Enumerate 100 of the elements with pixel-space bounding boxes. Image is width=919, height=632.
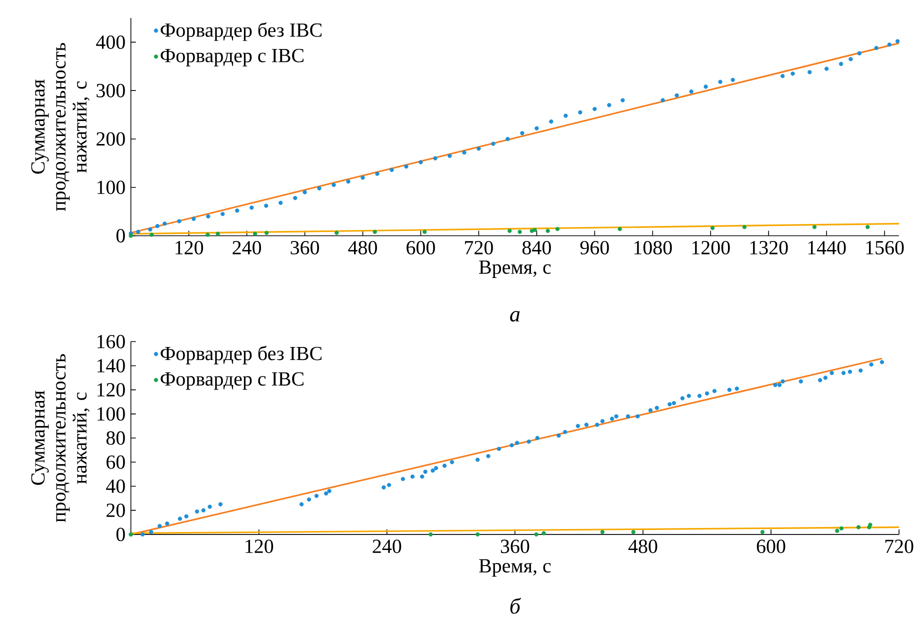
point	[250, 205, 254, 210]
point	[150, 232, 154, 237]
point	[555, 226, 560, 231]
y-tick-label: 0	[116, 228, 125, 242]
point	[848, 56, 853, 62]
x-tick-label: 720	[885, 539, 914, 553]
legend-label: Форвардер без IBC	[160, 346, 322, 364]
point	[433, 156, 438, 160]
point	[508, 228, 512, 233]
point	[148, 227, 152, 232]
y-tick-label: 160	[97, 334, 125, 348]
point	[812, 224, 817, 229]
legend-label: Форвардер с IBC	[160, 372, 304, 390]
point	[520, 130, 524, 136]
y-tick-label: 100	[97, 180, 125, 194]
point	[476, 146, 481, 151]
point	[360, 175, 365, 180]
y-tick-label: 100	[97, 407, 125, 421]
text: б	[510, 598, 522, 614]
legend-label: Форвардер с IBC	[160, 48, 304, 66]
point	[278, 200, 283, 205]
y-tick-label: 0	[116, 528, 125, 542]
point	[592, 106, 597, 111]
point	[220, 212, 225, 216]
point	[564, 113, 568, 118]
y-tick-label: 20	[106, 503, 125, 517]
y-tick-label: 60	[106, 455, 125, 469]
point	[346, 179, 350, 184]
point	[206, 214, 210, 218]
x-tick-label: 1560	[866, 240, 904, 254]
y-tick-label: 40	[106, 479, 125, 493]
point	[317, 186, 322, 190]
point	[462, 150, 466, 154]
point	[390, 168, 394, 172]
point	[674, 93, 679, 98]
point	[704, 84, 708, 89]
point	[534, 126, 539, 130]
point	[534, 532, 538, 536]
point	[128, 233, 133, 238]
x-tick-label: 600	[756, 539, 786, 553]
point	[476, 532, 480, 536]
point	[549, 119, 554, 124]
x-tick-label: 600	[406, 240, 435, 254]
point	[334, 230, 339, 235]
point	[177, 218, 182, 224]
point	[600, 530, 605, 534]
point	[372, 230, 377, 234]
y-tick-label: 300	[96, 84, 125, 98]
point	[404, 164, 408, 168]
point	[618, 226, 622, 231]
point	[264, 203, 268, 208]
point	[206, 232, 210, 237]
point	[839, 526, 844, 530]
point	[302, 190, 307, 194]
x-tick-label: 240	[372, 539, 402, 553]
point	[136, 230, 140, 234]
point	[293, 196, 298, 200]
x-tick-label: 1200	[692, 240, 730, 254]
point	[418, 160, 423, 164]
point	[874, 46, 878, 50]
x-tick-label: 1080	[634, 240, 672, 254]
point	[689, 89, 694, 94]
point	[718, 80, 722, 84]
y-tick-label: 400	[96, 35, 125, 49]
point	[730, 78, 735, 82]
point	[660, 98, 665, 102]
x-tick-label: 120	[246, 539, 274, 553]
point	[780, 74, 785, 78]
x-tick-label: 1320	[750, 240, 788, 254]
y-tick-label: 120	[97, 382, 125, 396]
x-tick-label: 240	[232, 240, 262, 254]
point	[742, 224, 747, 229]
point	[448, 154, 452, 158]
point	[235, 208, 240, 213]
x-tick-label: 360	[290, 240, 320, 254]
legend-label: Форвардер без IBC	[160, 22, 322, 41]
point	[868, 522, 872, 527]
point	[216, 232, 220, 236]
point	[790, 71, 795, 76]
point	[620, 98, 625, 102]
point	[264, 230, 269, 235]
point	[607, 102, 612, 108]
x-tick-label: 960	[580, 240, 609, 254]
point	[491, 142, 496, 146]
point	[760, 530, 765, 534]
y-axis-title: Суммарная продолжительность нажатий, с	[31, 354, 90, 522]
text: а	[510, 310, 520, 322]
point	[866, 224, 870, 229]
point	[824, 66, 829, 71]
y-tick-label: 200	[96, 132, 125, 146]
x-tick-label: 1440	[808, 240, 846, 254]
y-axis-title: Суммарная продолжительность нажатий, с	[31, 42, 90, 211]
point	[428, 532, 433, 536]
point	[835, 528, 840, 533]
point	[422, 230, 427, 234]
point	[856, 524, 861, 530]
point	[546, 228, 550, 233]
x-tick-label: 480	[628, 539, 658, 553]
point	[542, 530, 546, 536]
point	[506, 136, 510, 141]
